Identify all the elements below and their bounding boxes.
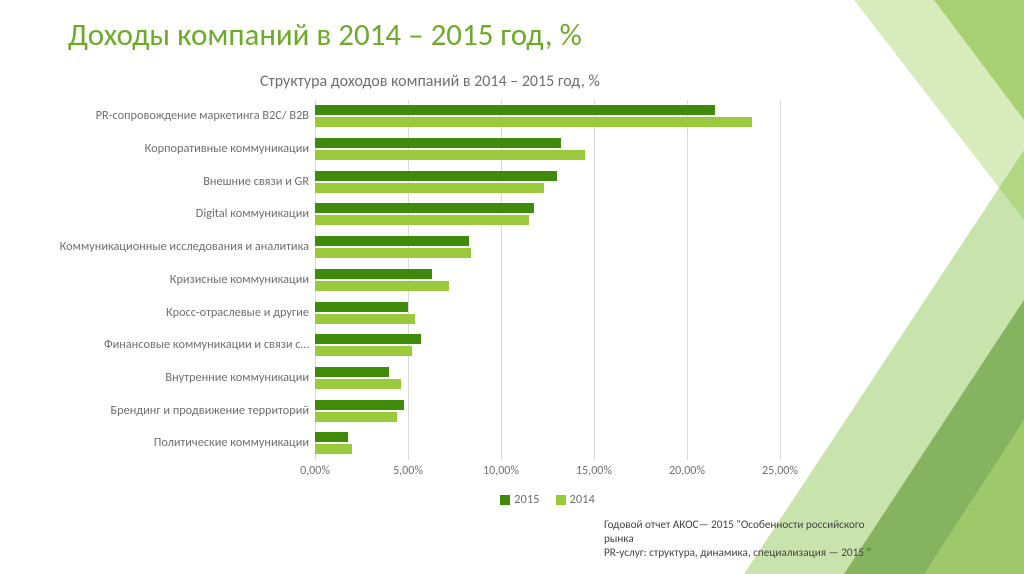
bar-2015	[315, 171, 557, 181]
bar-2015	[315, 203, 534, 213]
bar-2015	[315, 302, 408, 312]
legend-label: 2015	[514, 492, 539, 507]
category-label: Digital коммуникации	[196, 207, 315, 221]
bar-2014	[315, 117, 752, 127]
slide-title: Доходы компаний в 2014 – 2015 год, %	[68, 18, 582, 52]
x-tick-label: 10,00%	[483, 464, 519, 478]
chart-row: Внутренние коммуникации	[315, 362, 780, 395]
chart-row: Кризисные коммуникации	[315, 264, 780, 297]
bar-2015	[315, 400, 404, 410]
bar-2015	[315, 105, 715, 115]
bar-2015	[315, 269, 432, 279]
legend-swatch	[556, 495, 566, 505]
bar-2015	[315, 138, 561, 148]
footnote-line1: Годовой отчет АКОС— 2015 "Особенности ро…	[604, 518, 864, 546]
x-tick-label: 5,00%	[393, 464, 423, 478]
plot-area: PR-сопровождение маркетинга B2C/ B2BКорп…	[315, 100, 780, 460]
category-label: Брендинг и продвижение территорий	[111, 404, 315, 418]
chart-row: Коммуникационные исследования и аналитик…	[315, 231, 780, 264]
bar-2014	[315, 346, 412, 356]
category-label: Корпоративные коммуникации	[145, 142, 315, 156]
category-label: PR-сопровождение маркетинга B2C/ B2B	[96, 109, 315, 123]
chart-title: Структура доходов компаний в 2014 – 2015…	[260, 72, 600, 91]
legend-item-2015: 2015	[500, 492, 539, 507]
bar-2015	[315, 236, 469, 246]
chart-row: Кросс-отраслевые и другие	[315, 296, 780, 329]
bar-2014	[315, 248, 471, 258]
bar-2015	[315, 334, 421, 344]
bar-2015	[315, 367, 389, 377]
bar-2014	[315, 444, 352, 454]
source-footnote: Годовой отчет АКОС— 2015 "Особенности ро…	[604, 518, 894, 560]
chart-row: Корпоративные коммуникации	[315, 133, 780, 166]
footnote-line2: PR-услуг: структура, динамика, специализ…	[604, 546, 871, 560]
chart-row: Digital коммуникации	[315, 198, 780, 231]
chart-row: Политические коммуникации	[315, 427, 780, 460]
chart-row: Внешние связи и GR	[315, 165, 780, 198]
bar-2014	[315, 412, 397, 422]
category-label: Внешние связи и GR	[203, 175, 315, 189]
chart-legend: 2015 2014	[315, 492, 780, 507]
legend-label: 2014	[570, 492, 595, 507]
category-label: Финансовые коммуникации и связи с…	[104, 338, 315, 352]
bar-2014	[315, 379, 401, 389]
bar-2014	[315, 215, 529, 225]
bar-2014	[315, 281, 449, 291]
category-label: Коммуникационные исследования и аналитик…	[60, 240, 315, 254]
category-label: Внутренние коммуникации	[165, 371, 315, 385]
legend-item-2014: 2014	[556, 492, 595, 507]
bar-2015	[315, 432, 348, 442]
bar-2014	[315, 183, 544, 193]
chart-row: Брендинг и продвижение территорий	[315, 394, 780, 427]
category-label: Политические коммуникации	[154, 436, 315, 450]
chart-row: Финансовые коммуникации и связи с…	[315, 329, 780, 362]
x-tick-label: 0,00%	[300, 464, 330, 478]
x-tick-label: 20,00%	[669, 464, 705, 478]
bar-2014	[315, 150, 585, 160]
revenue-chart: PR-сопровождение маркетинга B2C/ B2BКорп…	[40, 100, 805, 520]
grid-line	[780, 100, 781, 460]
legend-swatch	[500, 495, 510, 505]
x-tick-label: 25,00%	[762, 464, 798, 478]
x-tick-label: 15,00%	[576, 464, 612, 478]
chart-row: PR-сопровождение маркетинга B2C/ B2B	[315, 100, 780, 133]
category-label: Кризисные коммуникации	[170, 273, 315, 287]
bar-2014	[315, 314, 415, 324]
category-label: Кросс-отраслевые и другие	[166, 305, 315, 319]
x-axis: 0,00%5,00%10,00%15,00%20,00%25,00%	[315, 460, 780, 480]
